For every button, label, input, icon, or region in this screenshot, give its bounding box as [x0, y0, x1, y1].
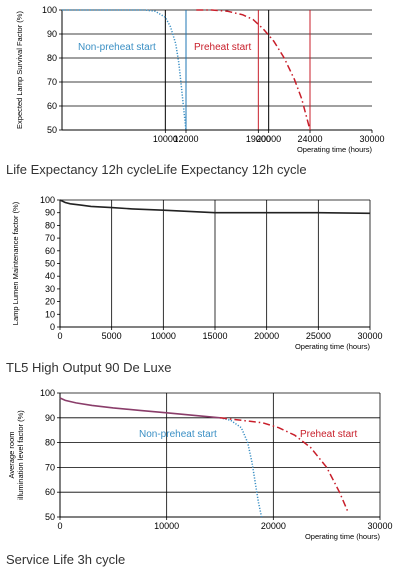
chart-3-ylabel: Average roomillumination level factor (%…	[7, 410, 25, 500]
chart-2-series-0	[59, 199, 371, 215]
chart-3-xlabel: Operating time (hours)	[305, 532, 381, 541]
chart1-caption: Life Expectancy 12h cycleLife Expectancy…	[6, 162, 307, 177]
chart-3-ytick-label: 100	[40, 388, 55, 398]
chart-1-xlabel: Operating time (hours)	[297, 145, 373, 154]
chart2-caption: TL5 High Output 90 De Luxe	[6, 360, 172, 375]
chart-1-series-1	[196, 9, 311, 131]
chart-2-xtick-label: 15000	[202, 331, 227, 341]
chart-1-ytick-label: 90	[47, 29, 57, 39]
chart-3-ytick-label: 70	[45, 462, 55, 472]
chart-2-ytick-label: 20	[45, 297, 55, 307]
chart-2-ytick-label: 30	[45, 284, 55, 294]
chart-3-ytick-label: 90	[45, 413, 55, 423]
chart-2-xtick-label: 5000	[102, 331, 122, 341]
chart-1-xtick-label: 24000	[297, 134, 322, 144]
chart-2-xtick-label: 20000	[254, 331, 279, 341]
chart-3-ytick-label: 80	[45, 438, 55, 448]
chart-3-series-label: Preheat start	[300, 429, 357, 440]
chart-3-xtick-label: 0	[57, 521, 62, 531]
chart-2-ylabel: Lamp Lumen Maintenance factor (%)	[11, 201, 20, 325]
chart-2-ytick-label: 10	[45, 309, 55, 319]
chart-1-ytick-label: 100	[42, 5, 57, 15]
chart-1-ytick-label: 60	[47, 101, 57, 111]
chart-2-xtick-label: 10000	[151, 331, 176, 341]
chart-2-ytick-label: 60	[45, 246, 55, 256]
chart-2-ytick-label: 80	[45, 220, 55, 230]
chart-1-ytick-label: 50	[47, 125, 57, 135]
chart-1-series-label: Preheat start	[194, 42, 251, 53]
chart-2-xtick-label: 30000	[357, 331, 382, 341]
chart-1-xtick-label: 19000	[246, 134, 271, 144]
chart-3-xtick-label: 10000	[154, 521, 179, 531]
chart-3-ytick-label: 60	[45, 487, 55, 497]
chart-1-ytick-label: 80	[47, 53, 57, 63]
chart-2-ytick-label: 40	[45, 271, 55, 281]
chart-1-series-label: Non-preheat start	[78, 42, 156, 53]
chart-1-ytick-label: 70	[47, 77, 57, 87]
chart-3-xtick-label: 20000	[261, 521, 286, 531]
chart-2-xtick-label: 25000	[306, 331, 331, 341]
chart-3-series-2	[219, 417, 349, 513]
chart-1-xtick-label: 12000	[173, 134, 198, 144]
chart-2-ytick-label: 0	[50, 322, 55, 332]
chart-2-xtick-label: 0	[57, 331, 62, 341]
chart-3-ytick-label: 50	[45, 512, 55, 522]
chart-1-ylabel: Expected Lamp Survival Factor (%)	[15, 11, 24, 129]
chart-2-ytick-label: 100	[40, 195, 55, 205]
chart-1-series-0	[62, 9, 187, 131]
chart-1-xtick-label: 30000	[359, 134, 384, 144]
chart3-caption: Service Life 3h cycle	[6, 552, 126, 567]
chart-2-ytick-label: 70	[45, 233, 55, 243]
chart-2: 0 10 20 30 40 50 60 70 80 90 100 0 5000 10000 15000 200…	[11, 195, 383, 351]
chart-3-series-label: Non-preheat start	[139, 429, 217, 440]
chart-1-xtick-label: 20000	[256, 134, 281, 144]
chart-2-ytick-label: 50	[45, 259, 55, 269]
chart-2-ytick-label: 90	[45, 208, 55, 218]
chart-2-xlabel: Operating time (hours)	[295, 342, 371, 351]
chart-1-xtick-label: 10000	[153, 134, 178, 144]
chart-3-xtick-label: 30000	[367, 521, 392, 531]
chart-3-series-0	[59, 397, 221, 419]
